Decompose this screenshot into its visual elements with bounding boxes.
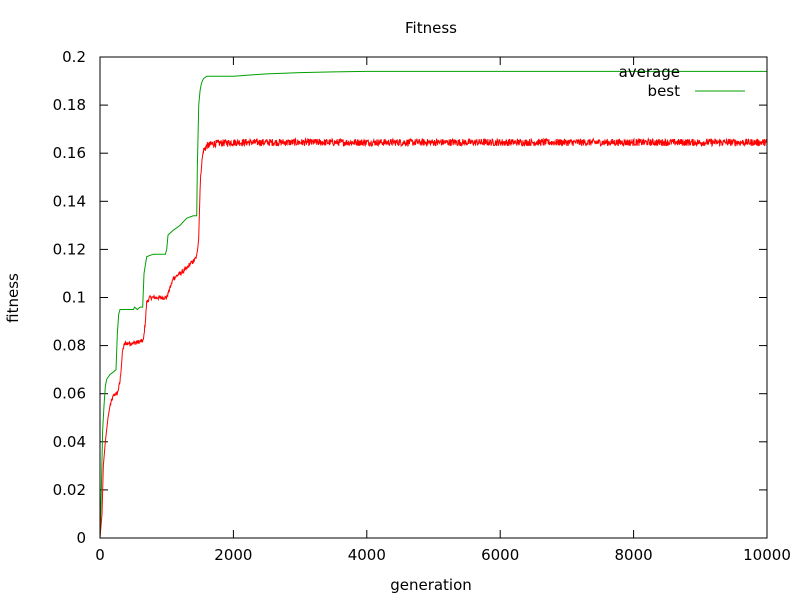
plot-frame: [99, 56, 768, 539]
y-tick-label: 0.18: [53, 96, 86, 114]
y-tick-label: 0.2: [62, 48, 86, 66]
y-tick-label: 0.1: [62, 289, 86, 307]
x-tick-label: 8000: [615, 546, 653, 564]
y-tick-label: 0.14: [53, 192, 86, 210]
y-axis-ticks: 0 0.02 0.04 0.06 0.08 0.1 0.12 0.14 0.16 0.18 0.2: [53, 48, 767, 547]
x-tick-label: 10000: [743, 546, 791, 564]
y-tick-label: 0.04: [53, 433, 86, 451]
y-tick-label: 0.02: [53, 481, 86, 499]
x-axis-ticks: 0 2000 4000 6000 8000 10000: [95, 57, 791, 564]
plot-series: [99, 70, 768, 539]
x-axis-title: generation: [390, 576, 472, 594]
legend-label-average: average: [619, 63, 680, 81]
y-tick-label: 0.06: [53, 385, 86, 403]
series-line-best: [99, 70, 767, 539]
y-tick-label: 0.16: [53, 144, 86, 162]
x-tick-label: 6000: [481, 546, 519, 564]
x-tick-label: 2000: [214, 546, 252, 564]
y-tick-label: 0.12: [53, 240, 86, 258]
chart-title: Fitness: [405, 19, 457, 37]
y-axis-title: fitness: [4, 273, 22, 323]
series-line-average: [99, 137, 768, 539]
x-tick-label: 0: [95, 546, 105, 564]
x-tick-label: 4000: [348, 546, 386, 564]
y-tick-label: 0.08: [53, 337, 86, 355]
legend: average best: [619, 63, 745, 100]
y-tick-label: 0: [76, 529, 86, 547]
legend-label-best: best: [648, 82, 681, 100]
